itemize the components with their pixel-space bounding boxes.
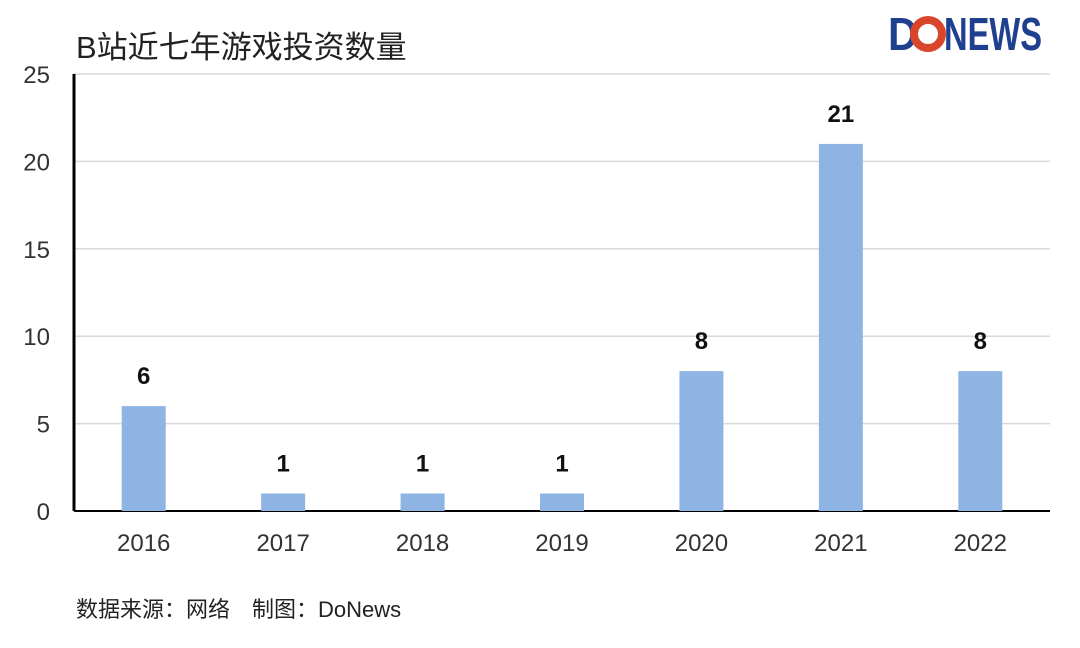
data-label: 1 [416,451,429,478]
bar-2019 [540,493,584,511]
bar-2022 [958,371,1003,511]
y-tick-label: 0 [37,499,50,526]
bar-2016 [121,406,166,511]
y-tick-label: 15 [23,237,50,264]
data-label: 6 [137,363,150,390]
bar-2017 [261,493,306,511]
chart-title: B站近七年游戏投资数量 [76,30,407,65]
bar-2021 [818,143,863,512]
data-label: 8 [974,328,987,355]
data-label: 1 [276,451,289,478]
x-tick-label: 2018 [396,530,449,557]
y-tick-label: 20 [23,149,50,176]
donews-logo: D NEWS [888,8,1042,56]
bar-2018 [400,493,445,511]
data-label: 8 [695,328,708,355]
x-tick-label: 2016 [117,530,170,557]
y-tick-label: 25 [23,62,50,89]
y-tick-label: 5 [37,412,50,439]
x-tick-label: 2020 [675,530,728,557]
data-label: 1 [555,451,568,478]
x-tick-label: 2022 [954,530,1007,557]
source-note: 数据来源：网络 制图：DoNews [76,597,402,622]
bar-2020 [679,371,724,511]
x-tick-label: 2019 [535,530,588,557]
data-label: 21 [828,101,855,128]
y-tick-label: 10 [23,324,50,351]
x-tick-label: 2017 [256,530,309,557]
x-tick-label: 2021 [814,530,867,557]
svg-text:NEWS: NEWS [944,8,1042,56]
